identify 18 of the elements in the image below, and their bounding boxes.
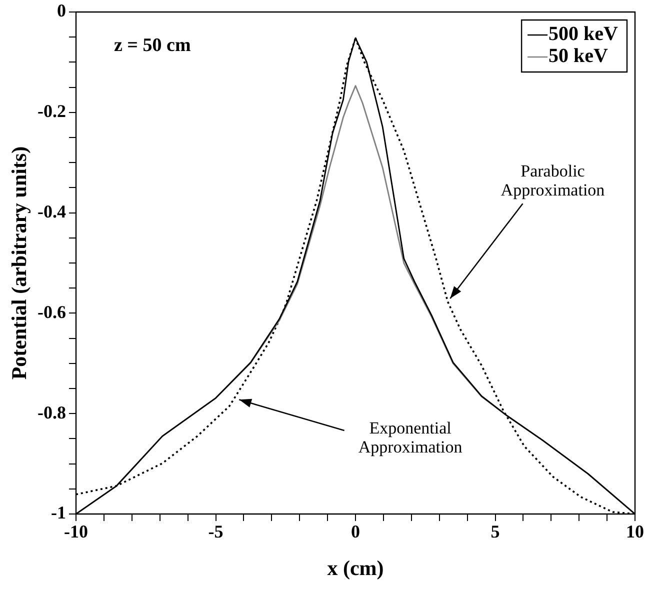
y-tick-label: -0.2 (38, 101, 66, 122)
x-tick-label: -5 (208, 522, 224, 542)
annotation: Exponential Approximation (358, 418, 463, 457)
x-axis-title: x (cm) (327, 556, 384, 580)
x-tick-label: 5 (490, 522, 500, 542)
y-tick-label: -0.4 (38, 201, 66, 222)
x-tick-label: -10 (64, 522, 88, 542)
annotation: z = 50 cm (114, 34, 191, 56)
annotation: Parabolic Approximation (500, 162, 606, 200)
y-axis-title: Potential (arbitrary units) (7, 146, 32, 380)
legend-label: 500 keV (548, 23, 619, 46)
y-tick-label: -1 (51, 502, 66, 523)
y-tick-label: 0 (57, 0, 66, 21)
x-tick-label: 0 (351, 522, 360, 542)
x-tick-label: 10 (626, 522, 644, 542)
legend-label: 50 keV (548, 45, 609, 68)
y-tick-label: -0.8 (38, 402, 66, 422)
y-tick-label: -0.6 (38, 302, 66, 322)
